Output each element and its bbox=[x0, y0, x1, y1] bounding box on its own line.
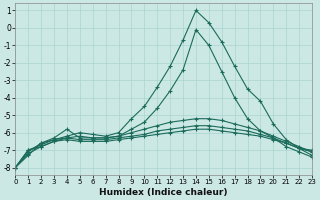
X-axis label: Humidex (Indice chaleur): Humidex (Indice chaleur) bbox=[100, 188, 228, 197]
